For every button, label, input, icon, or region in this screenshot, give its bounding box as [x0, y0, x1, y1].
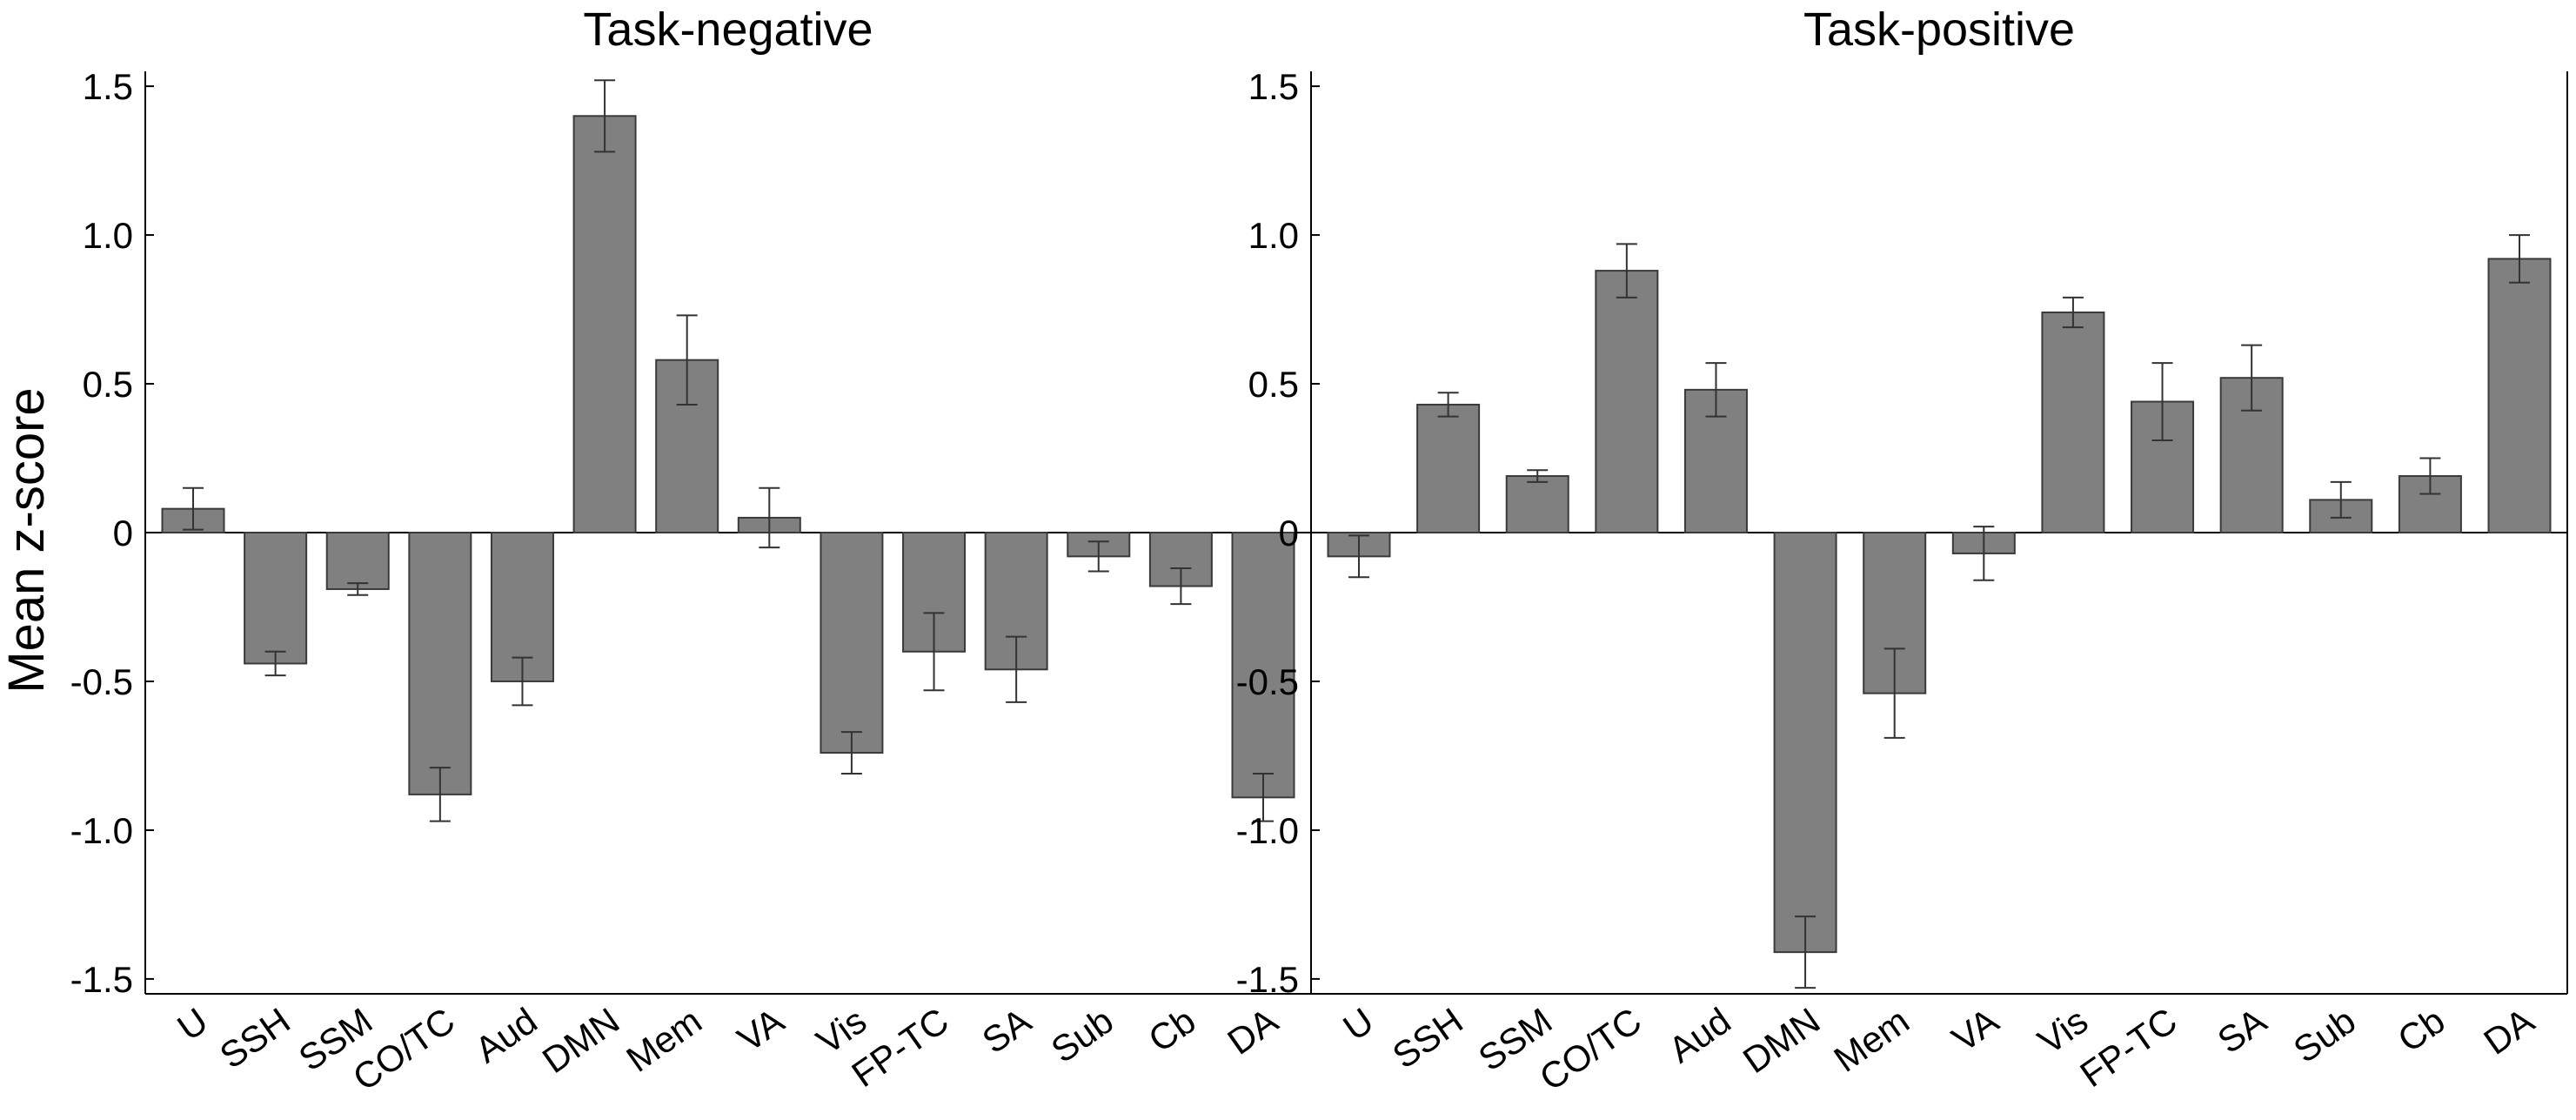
bar: [490, 532, 554, 682]
y-tick-label: 0: [1279, 513, 1299, 553]
x-tick-label: Mem: [619, 1000, 708, 1080]
x-tick-label: FP-TC: [844, 1000, 955, 1095]
bar: [1416, 403, 1481, 533]
bar: [2041, 311, 2105, 533]
bar: [408, 532, 472, 795]
bar: [2487, 258, 2552, 533]
x-tick-label: SSH: [212, 1000, 298, 1076]
bar: [1231, 532, 1295, 799]
bar: [1505, 475, 1569, 534]
y-tick-label: 0: [113, 513, 133, 553]
x-tick-label: SA: [974, 1000, 1038, 1062]
x-tick-label: SSH: [1385, 1000, 1470, 1076]
x-tick-label: Sub: [2286, 1000, 2363, 1070]
x-tick-label: VA: [1944, 1000, 2005, 1060]
bar: [325, 532, 390, 590]
x-tick-label: Cb: [2391, 1000, 2452, 1060]
x-tick-label: VA: [730, 1000, 791, 1060]
x-tick-label: DA: [1220, 1000, 1285, 1063]
x-tick-label: Mem: [1826, 1000, 1916, 1080]
x-tick-label: CO/TC: [1532, 1000, 1649, 1098]
y-tick-label: 1.5: [83, 66, 133, 107]
y-tick-label: -1.5: [70, 959, 133, 1000]
y-tick-label: 0.5: [1248, 364, 1299, 405]
y-tick-label: 1.0: [1248, 215, 1299, 256]
y-tick-label: 1.0: [83, 215, 133, 256]
chart-title: Task-negative: [583, 3, 873, 56]
x-tick-label: Aud: [1661, 1000, 1737, 1070]
x-tick-label: Cb: [1141, 1000, 1203, 1060]
bar: [820, 532, 884, 754]
y-tick-label: -0.5: [70, 661, 133, 702]
bar: [1773, 532, 1837, 954]
y-tick-label: -0.5: [1236, 661, 1299, 702]
bar: [2398, 475, 2462, 534]
y-tick-label: 0.5: [83, 364, 133, 405]
chart-task-positive: Task-positive 1.5 1.0 0.5 0 -0.5 -1.0 -1.5 U SSH S…: [1236, 3, 2568, 1098]
x-tick-label: U: [170, 1000, 215, 1049]
x-tick-label: DMN: [535, 1000, 626, 1081]
x-tick-label: U: [1335, 1000, 1381, 1049]
x-tick-label: Aud: [467, 1000, 544, 1070]
y-tick-label: 1.5: [1248, 66, 1299, 107]
x-tick-label: SA: [2210, 1000, 2273, 1062]
y-tick-label: -1.0: [1236, 810, 1299, 851]
y-tick-label: -1.5: [1236, 959, 1299, 1000]
chart-title: Task-positive: [1803, 3, 2075, 56]
x-tick-label: DA: [2476, 1000, 2541, 1063]
x-tick-label: Sub: [1044, 1000, 1121, 1070]
x-tick-label: FP-TC: [2072, 1000, 2184, 1095]
y-tick-label: -1.0: [70, 810, 133, 851]
y-axis-label: Mean z-score: [0, 387, 55, 693]
bar: [572, 115, 637, 534]
bar: [244, 532, 308, 665]
x-tick-label: DMN: [1736, 1000, 1827, 1081]
bar: [1595, 270, 1659, 533]
